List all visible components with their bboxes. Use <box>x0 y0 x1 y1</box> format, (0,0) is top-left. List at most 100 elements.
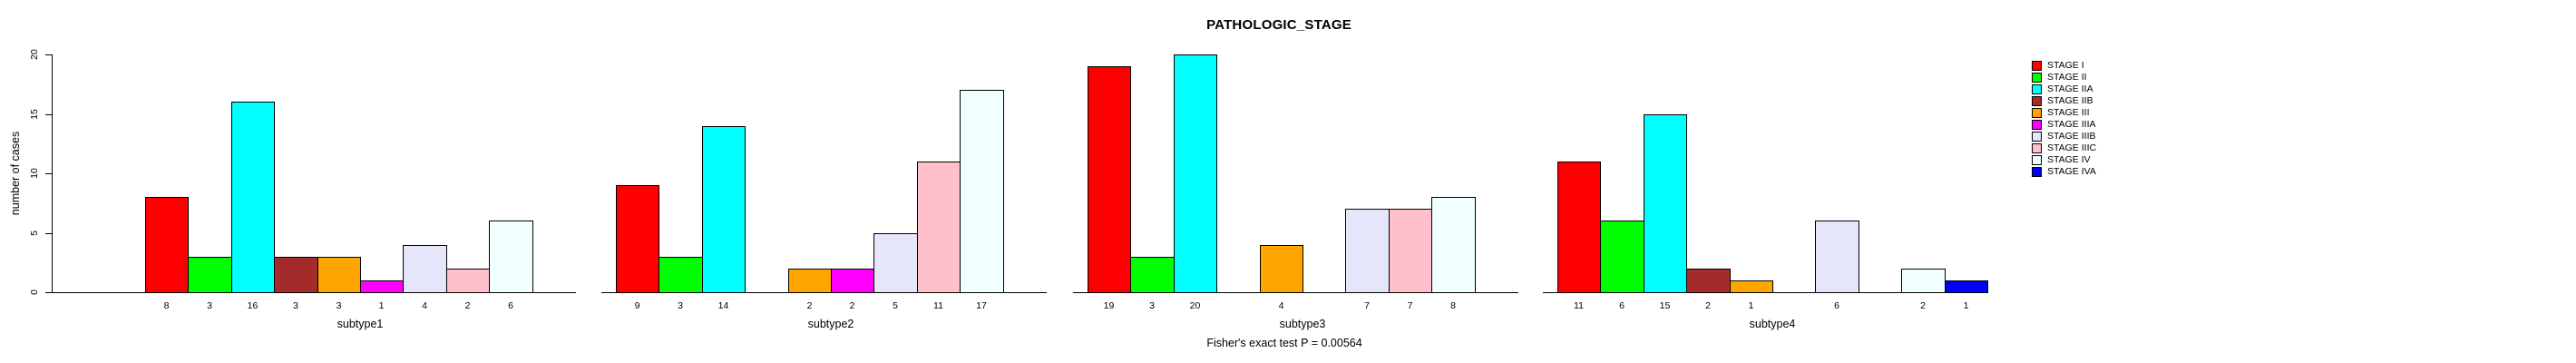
legend-label: STAGE IIA <box>2047 83 2093 94</box>
bar-count-label: 1 <box>1748 300 1754 311</box>
bar-count-label: 11 <box>1574 300 1584 311</box>
legend-swatch-stage-iiia <box>2032 120 2042 130</box>
chart-title: PATHOLOGIC_STAGE <box>1206 17 1351 33</box>
bar-stage-iiic <box>446 269 490 293</box>
bar-count-label: 6 <box>1619 300 1625 311</box>
y-tick-label: 5 <box>29 231 40 236</box>
bar-stage-iia <box>1644 114 1687 293</box>
bar-stage-i <box>1088 66 1131 293</box>
legend-label: STAGE IIIA <box>2047 119 2096 130</box>
legend-item: STAGE IIB <box>2032 95 2093 107</box>
legend-label: STAGE III <box>2047 107 2090 118</box>
legend-swatch-stage-iv <box>2032 155 2042 165</box>
legend-swatch-stage-iva <box>2032 167 2042 177</box>
bar-stage-i <box>616 185 659 293</box>
bar-count-label: 7 <box>1407 300 1413 311</box>
y-tick <box>45 292 52 293</box>
legend-label: STAGE IIIC <box>2047 142 2097 153</box>
bar-count-label: 5 <box>893 300 898 311</box>
legend-swatch-stage-ii <box>2032 73 2042 83</box>
y-axis-label: number of cases <box>9 131 22 216</box>
bar-stage-iiib <box>403 245 447 293</box>
legend-swatch-stage-i <box>2032 61 2042 71</box>
bar-stage-iii <box>1730 280 1773 293</box>
bar-count-label: 8 <box>163 300 170 311</box>
legend-label: STAGE IV <box>2047 154 2091 165</box>
legend-swatch-stage-iib <box>2032 96 2042 106</box>
bar-stage-iia <box>702 126 746 293</box>
bar-count-label: 1 <box>1963 300 1969 311</box>
bar-count-label: 2 <box>1920 300 1926 311</box>
bar-count-label: 2 <box>1705 300 1711 311</box>
bar-count-label: 4 <box>1278 300 1284 311</box>
bar-stage-iiia <box>831 269 874 293</box>
legend-label: STAGE I <box>2047 60 2084 71</box>
legend-label: STAGE IVA <box>2047 166 2096 177</box>
bar-count-label: 3 <box>207 300 212 311</box>
y-tick <box>45 233 52 234</box>
legend-label: STAGE IIIB <box>2047 131 2096 142</box>
y-tick-label: 20 <box>29 49 40 60</box>
bar-count-label: 15 <box>1659 300 1671 311</box>
bar-count-label: 17 <box>976 300 987 311</box>
bar-count-label: 14 <box>717 300 729 311</box>
bar-count-label: 3 <box>336 300 342 311</box>
bar-stage-iiib <box>1815 221 1859 293</box>
bar-stage-iv <box>489 221 533 293</box>
bar-stage-iv <box>1901 269 1946 293</box>
y-tick <box>45 54 52 55</box>
legend-item: STAGE II <box>2032 72 2087 83</box>
bar-stage-iiic <box>1389 209 1432 293</box>
bar-stage-iiia <box>360 280 404 293</box>
legend-swatch-stage-iiic <box>2032 143 2042 153</box>
legend-item: STAGE IIIB <box>2032 131 2095 142</box>
bar-stage-iia <box>231 102 275 293</box>
bar-stage-ii <box>1600 221 1644 293</box>
bar-stage-ii <box>1130 257 1175 293</box>
y-tick-label: 15 <box>29 109 40 120</box>
legend-swatch-stage-iii <box>2032 108 2042 118</box>
bar-stage-iiib <box>873 233 918 293</box>
bar-stage-iia <box>1174 54 1217 293</box>
x-axis-title: subtype4 <box>1749 318 1796 330</box>
bar-stage-iiic <box>917 162 961 293</box>
bar-stage-iib <box>274 257 318 293</box>
x-axis-title: subtype3 <box>1279 318 1326 330</box>
bar-stage-iiib <box>1345 209 1390 293</box>
bar-count-label: 2 <box>464 300 471 311</box>
bar-count-label: 8 <box>1450 300 1456 311</box>
bar-count-label: 9 <box>634 300 640 311</box>
bar-count-label: 3 <box>1149 300 1155 311</box>
bar-stage-iii <box>1260 245 1303 293</box>
bar-stage-iii <box>317 257 361 293</box>
bar-stage-ii <box>659 257 703 293</box>
bar-count-label: 3 <box>293 300 298 311</box>
bar-count-label: 19 <box>1103 300 1115 311</box>
legend-item: STAGE IIIC <box>2032 142 2096 154</box>
y-axis-line <box>52 54 53 293</box>
legend-item: STAGE IIIA <box>2032 119 2095 131</box>
bar-count-label: 6 <box>508 300 513 311</box>
bar-count-label: 7 <box>1364 300 1370 311</box>
legend-item: STAGE I <box>2032 60 2084 72</box>
x-axis-title: subtype1 <box>337 318 384 330</box>
legend-swatch-stage-iia <box>2032 84 2042 94</box>
bar-stage-iv <box>960 90 1004 293</box>
bar-count-label: 2 <box>806 300 813 311</box>
bar-stage-iva <box>1945 280 1988 293</box>
legend-item: STAGE IV <box>2032 154 2091 166</box>
legend-label: STAGE II <box>2047 72 2087 83</box>
bar-count-label: 20 <box>1189 300 1201 311</box>
bar-count-label: 6 <box>1834 300 1839 311</box>
bar-count-label: 3 <box>678 300 683 311</box>
bar-stage-iii <box>788 269 832 293</box>
bar-stage-iib <box>1686 269 1731 293</box>
legend-item: STAGE IVA <box>2032 166 2096 178</box>
bar-count-label: 2 <box>849 300 855 311</box>
x-axis-title: subtype2 <box>807 318 854 330</box>
legend-item: STAGE IIA <box>2032 83 2093 95</box>
bar-count-label: 1 <box>378 300 385 311</box>
bar-count-label: 16 <box>247 300 259 311</box>
bar-stage-iv <box>1431 197 1476 293</box>
